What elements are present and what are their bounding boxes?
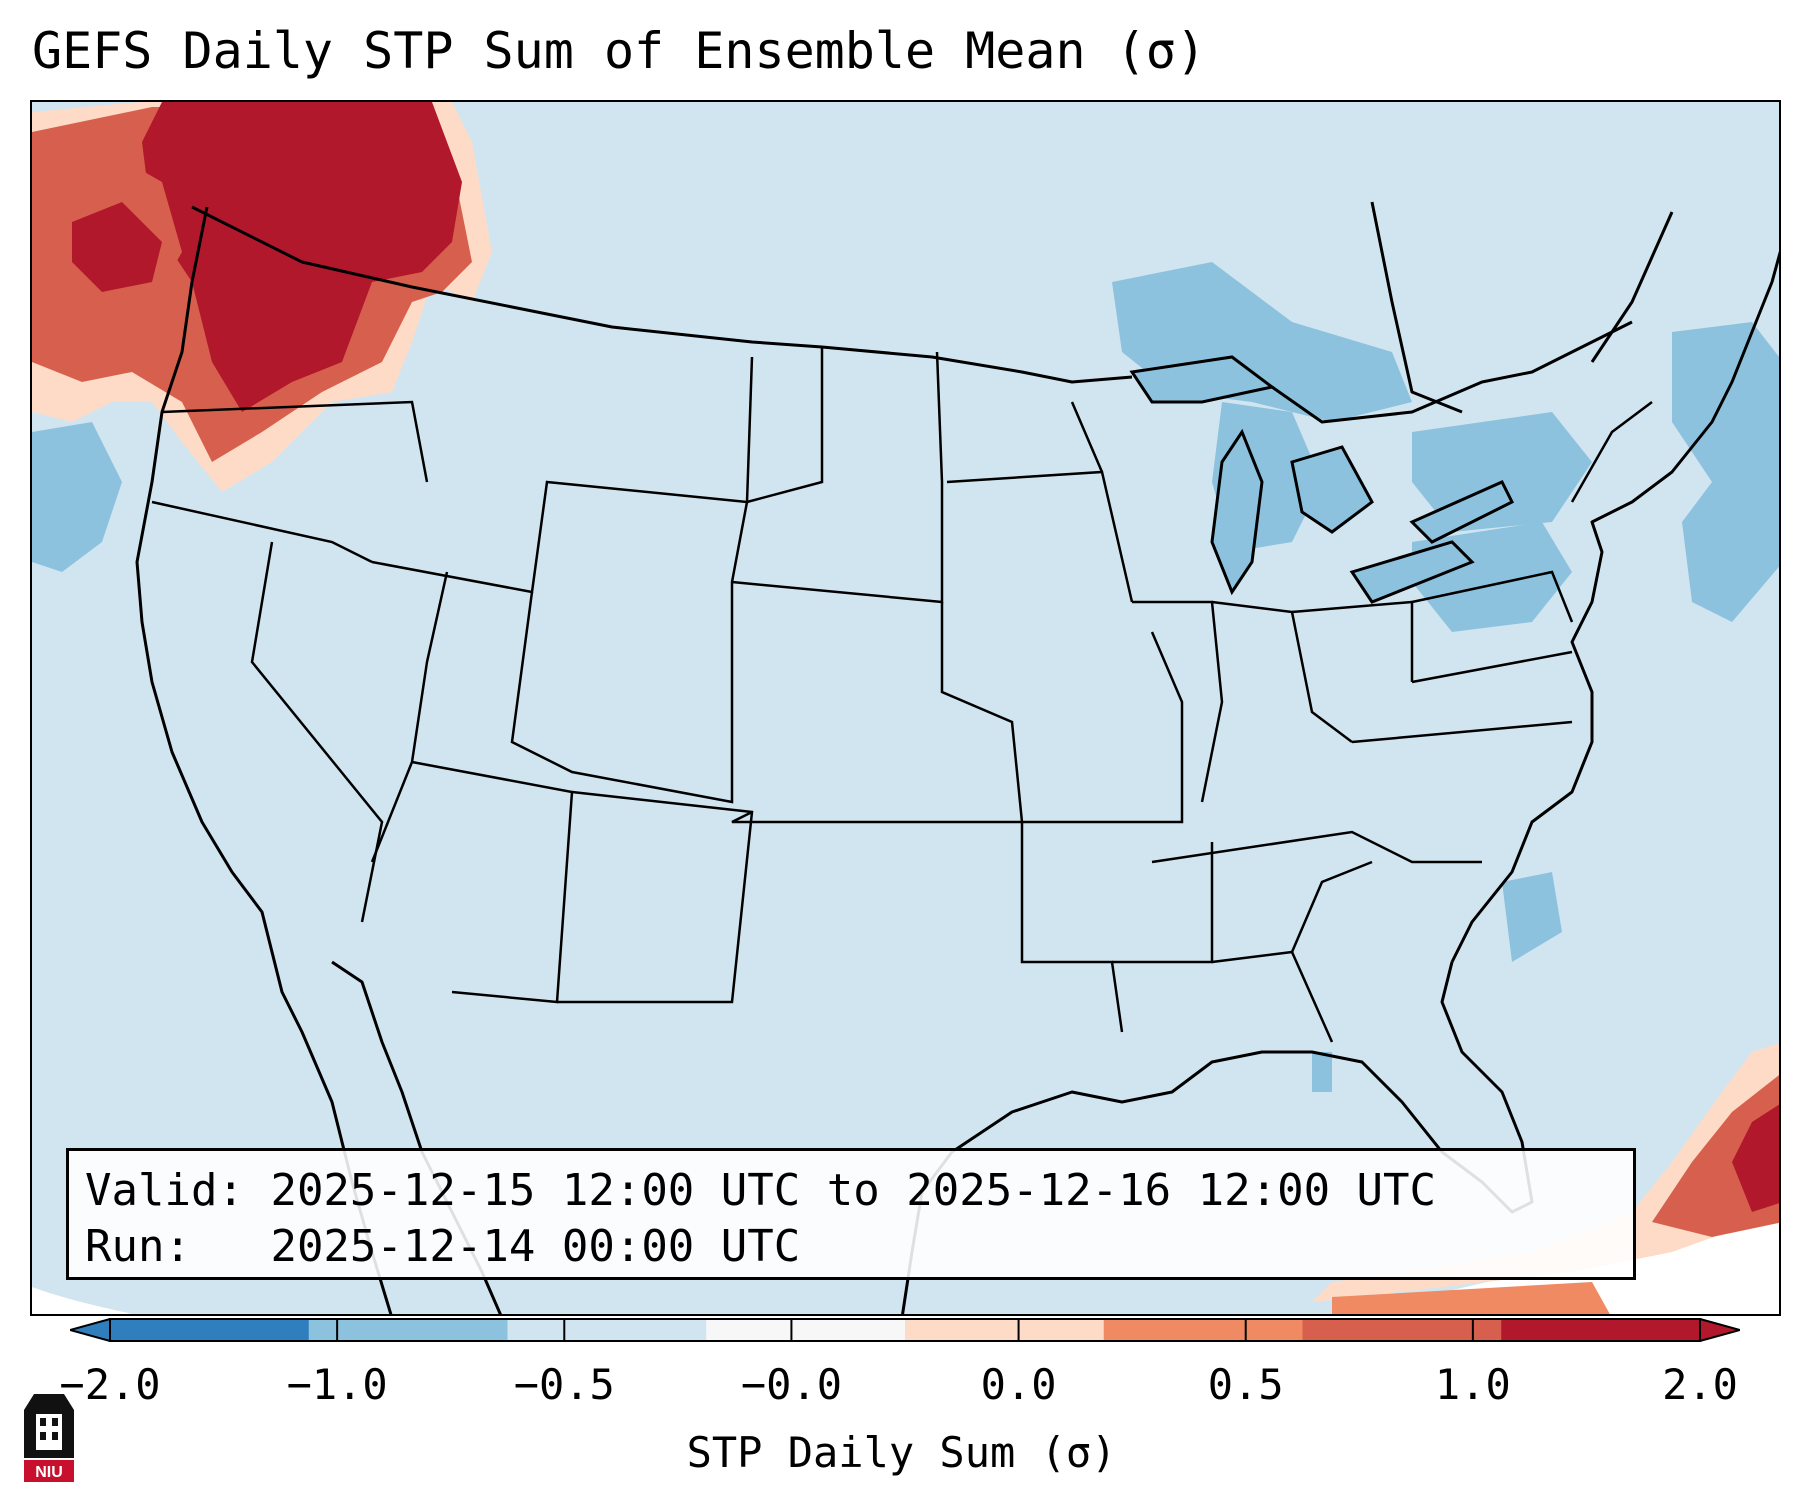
colorbar-tick-label: 0.5	[1207, 1360, 1284, 1409]
anomaly-pacific-northwest	[32, 102, 492, 492]
colorbar-extend-low	[70, 1318, 111, 1342]
colorbar-bin	[507, 1319, 707, 1341]
coastlines	[135, 201, 1779, 1314]
run-value: 2025-12-14 00:00 UTC	[270, 1221, 801, 1272]
colorbar-bin	[1103, 1319, 1303, 1341]
logo-text: NIU	[35, 1464, 63, 1481]
colorbar-tick-label: 0.0	[980, 1360, 1057, 1409]
valid-time-line: Valid: 2025-12-15 12:00 UTC to 2025-12-1…	[85, 1163, 1617, 1219]
anomaly-caribbean	[1312, 1043, 1779, 1314]
colorbar-bin	[1302, 1319, 1502, 1341]
colorbar-bin	[308, 1319, 508, 1341]
great-lakes	[1129, 355, 1515, 604]
map-panel	[30, 100, 1781, 1316]
colorbar-tick-label: 2.0	[1662, 1360, 1738, 1409]
map-canvas	[32, 102, 1779, 1314]
valid-label: Valid:	[85, 1165, 244, 1216]
colorbar-bin	[905, 1319, 1105, 1341]
colorbar-bin	[110, 1319, 310, 1341]
valid-value: 2025-12-15 12:00 UTC to 2025-12-16 12:00…	[270, 1165, 1437, 1216]
colorbar-tick-label: 1.0	[1434, 1360, 1511, 1409]
niu-logo: NIU	[24, 1394, 74, 1482]
colorbar-extend-high	[1699, 1318, 1740, 1342]
colorbar-bin	[706, 1319, 906, 1341]
run-time-line: Run: 2025-12-14 00:00 UTC	[85, 1219, 1617, 1275]
colorbar-label: STP Daily Sum (σ)	[686, 1428, 1117, 1477]
colorbar-bin	[1501, 1319, 1701, 1341]
colorbar-tick-label: −1.0	[286, 1360, 388, 1409]
colorbar-tick-label: −0.0	[740, 1360, 842, 1409]
map-title: GEFS Daily STP Sum of Ensemble Mean (σ)	[32, 22, 1206, 80]
colorbar-tick-label: −0.5	[513, 1360, 615, 1409]
state-borders	[151, 347, 1653, 1043]
run-info-box: Valid: 2025-12-15 12:00 UTC to 2025-12-1…	[66, 1148, 1636, 1280]
colorbar-tick-label: −2.0	[59, 1360, 161, 1409]
colorbar	[70, 1318, 1740, 1342]
run-label: Run:	[85, 1221, 191, 1272]
